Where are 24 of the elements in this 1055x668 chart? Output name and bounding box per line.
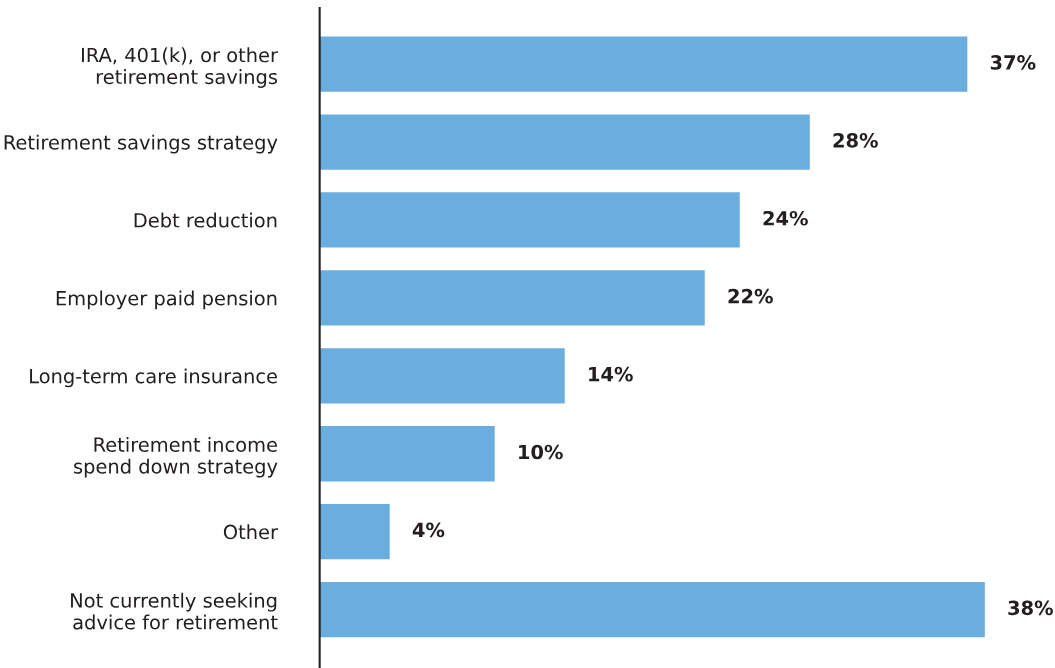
data-label: 22% <box>728 288 773 304</box>
y-tick-label: Retirement savings strategy <box>4 134 278 154</box>
bar <box>319 348 565 404</box>
data-label: 28% <box>833 132 878 148</box>
bar <box>319 114 810 170</box>
y-tick-label: Retirement income spend down strategy <box>74 436 278 478</box>
y-tick-label: Employer paid pension <box>56 290 277 310</box>
bar <box>319 270 705 326</box>
y-tick-label: Debt reduction <box>134 212 277 228</box>
bar <box>319 426 495 482</box>
data-label: 10% <box>519 444 563 460</box>
bar <box>319 503 390 560</box>
data-label: 38% <box>1008 600 1053 616</box>
y-tick-label: Not currently seeking advice for retirement <box>71 592 278 630</box>
y-tick-label: IRA, 401(k), or other retirement savings <box>82 47 278 88</box>
y-tick-label: Long-term care insurance <box>30 368 277 388</box>
data-label: 24% <box>763 210 808 226</box>
data-label: 37% <box>990 55 1036 70</box>
data-label: 14% <box>589 366 633 382</box>
bar <box>319 36 968 92</box>
bar <box>319 192 740 248</box>
bar <box>319 581 985 638</box>
data-label: 4% <box>412 522 445 538</box>
y-tick-label: Other <box>223 524 278 540</box>
